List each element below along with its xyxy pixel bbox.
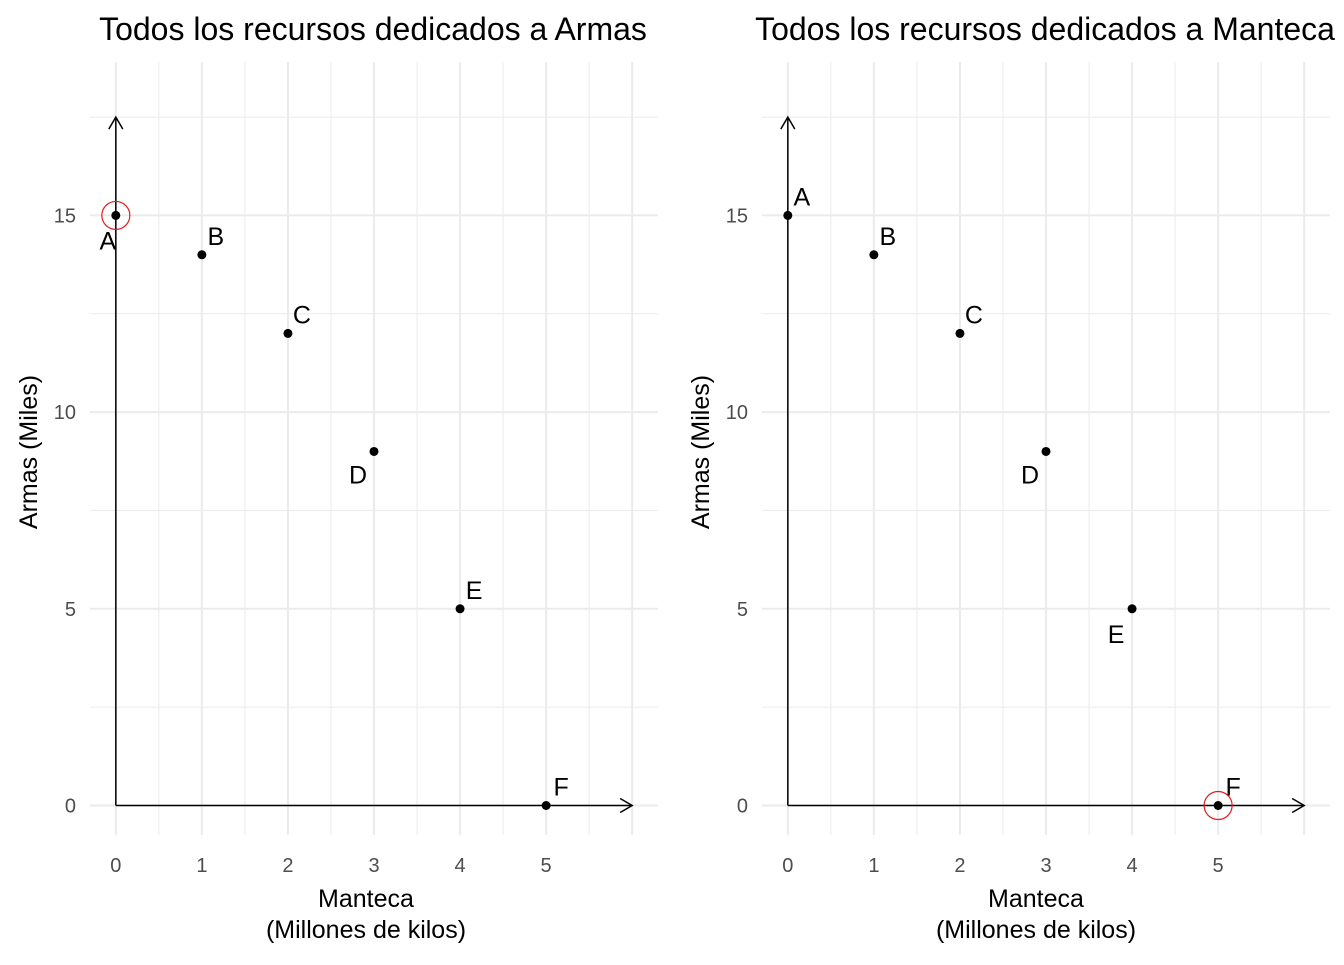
y-tick-label: 15 xyxy=(726,205,748,227)
x-axis-subtitle: (Millones de kilos) xyxy=(266,916,466,944)
y-tick-label: 5 xyxy=(737,599,748,621)
y-axis-title: Armas (Miles) xyxy=(15,375,43,529)
data-point xyxy=(541,800,551,810)
x-axis-title: Manteca xyxy=(988,885,1084,913)
point-label: C xyxy=(965,301,983,329)
x-tick-label: 2 xyxy=(954,855,965,877)
point-label: B xyxy=(208,223,225,251)
data-point xyxy=(283,328,293,338)
y-tick-label: 0 xyxy=(737,795,748,817)
chart-title: Todos los recursos dedicados a Manteca xyxy=(755,11,1335,47)
x-axis-title: Manteca xyxy=(318,885,414,913)
data-point xyxy=(783,210,793,220)
data-point xyxy=(111,210,121,220)
point-label: F xyxy=(553,773,568,801)
data-point xyxy=(455,604,465,614)
y-axis-title: Armas (Miles) xyxy=(687,375,715,529)
point-label: F xyxy=(1225,773,1240,801)
grid xyxy=(762,62,1330,835)
highlight-circle xyxy=(101,200,131,231)
highlight-circle xyxy=(1203,790,1233,821)
point-label: E xyxy=(466,577,483,605)
data-point xyxy=(955,328,965,338)
x-tick-label: 0 xyxy=(782,855,793,877)
y-axis-arrowhead xyxy=(108,115,124,130)
x-tick-label: 2 xyxy=(282,855,293,877)
chart-panel-armas: 0 1 2 3 4 5 0 5 10 15 A B C D E F Todos los recursos ded… xyxy=(15,11,658,944)
x-tick-label: 3 xyxy=(368,855,379,877)
data-point xyxy=(1213,800,1223,810)
point-label: A xyxy=(99,227,116,255)
x-axis-arrowhead xyxy=(1291,797,1306,814)
data-point xyxy=(1127,604,1137,614)
x-tick-label: 5 xyxy=(1213,855,1224,877)
x-axis-subtitle: (Millones de kilos) xyxy=(936,916,1136,944)
data-point xyxy=(869,250,879,260)
x-tick-label: 1 xyxy=(868,855,879,877)
point-label: D xyxy=(349,461,367,489)
chart-panel-manteca: 0 1 2 3 4 5 0 5 10 15 A B C D E F Todos los recursos ded… xyxy=(687,11,1335,944)
x-tick-label: 0 xyxy=(110,855,121,877)
y-tick-label: 10 xyxy=(726,402,748,424)
point-label: D xyxy=(1021,461,1039,489)
data-point xyxy=(1041,446,1051,456)
y-tick-label: 0 xyxy=(65,795,76,817)
y-tick-label: 10 xyxy=(54,402,76,424)
x-axis-arrowhead xyxy=(619,797,634,814)
y-axis-arrowhead xyxy=(780,115,796,130)
x-tick-label: 1 xyxy=(196,855,207,877)
point-label: B xyxy=(880,223,897,251)
point-label: E xyxy=(1108,621,1125,649)
x-tick-label: 4 xyxy=(1126,855,1137,877)
x-tick-label: 5 xyxy=(541,855,552,877)
chart-title: Todos los recursos dedicados a Armas xyxy=(99,11,647,47)
y-tick-label: 5 xyxy=(65,599,76,621)
data-point xyxy=(369,446,379,456)
data-point xyxy=(197,250,207,260)
y-tick-label: 15 xyxy=(54,205,76,227)
point-label: C xyxy=(293,301,311,329)
x-tick-label: 3 xyxy=(1040,855,1051,877)
point-label: A xyxy=(793,183,810,211)
x-tick-label: 4 xyxy=(454,855,465,877)
